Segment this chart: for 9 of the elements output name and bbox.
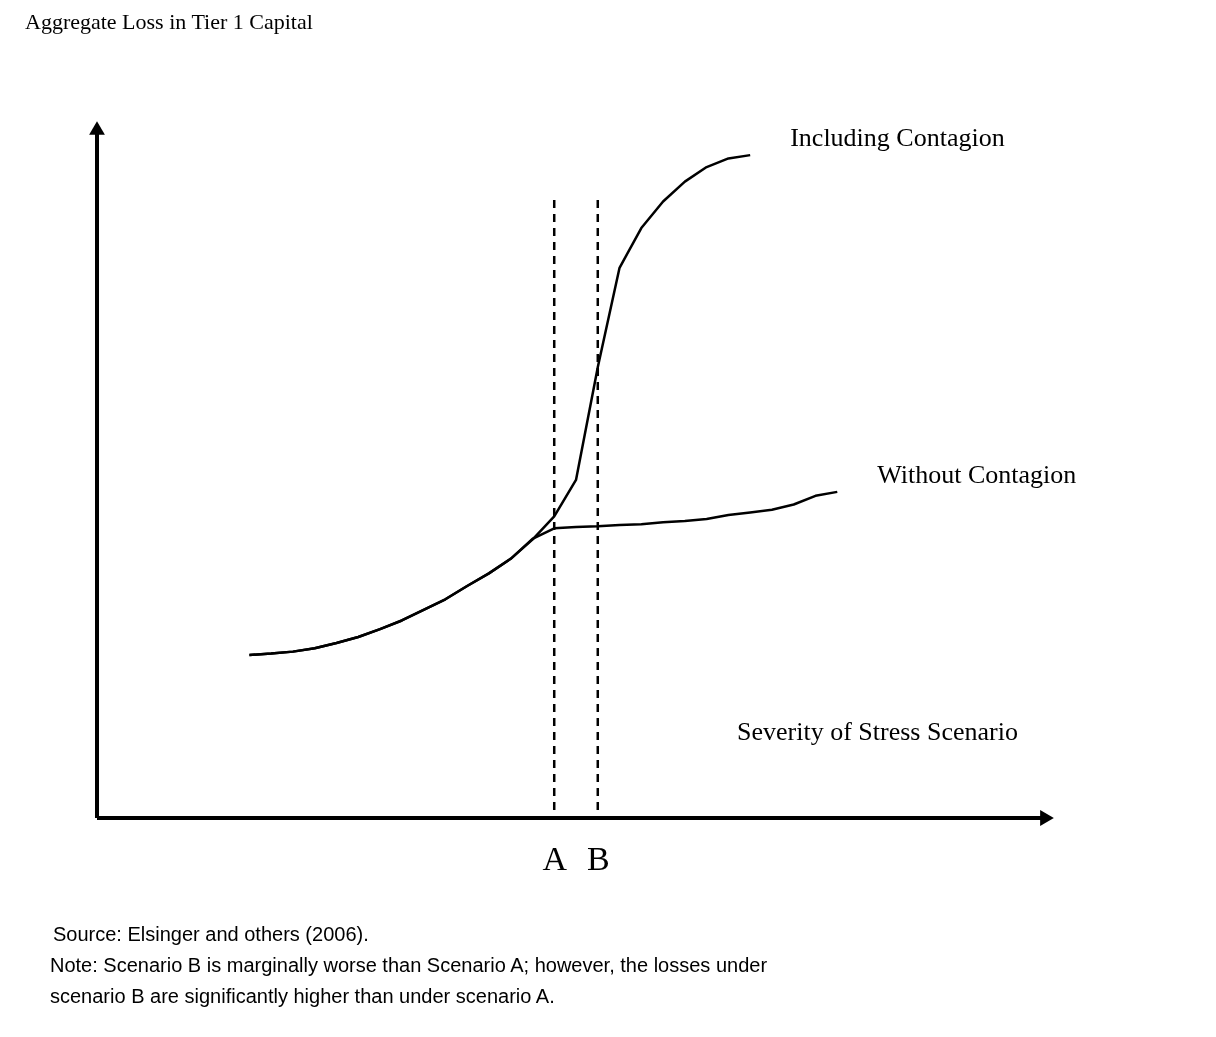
series-label: Including Contagion — [790, 123, 1005, 153]
series-label: Without Contagion — [877, 459, 1077, 489]
text: scenario B are significantly higher than under scenario A. — [50, 985, 555, 1007]
x-tick-label: A — [542, 839, 568, 877]
x-axis-title: Severity of Stress Scenario — [737, 717, 1018, 746]
source-note: Source: Elsinger and others (2006). — [53, 923, 369, 945]
text: Note: Scenario B is marginally worse than Scenario A; however, the losses under — [50, 954, 768, 976]
chart-title: Aggregate Loss in Tier 1 Capital — [25, 9, 313, 34]
x-tick-label: B — [586, 839, 610, 877]
